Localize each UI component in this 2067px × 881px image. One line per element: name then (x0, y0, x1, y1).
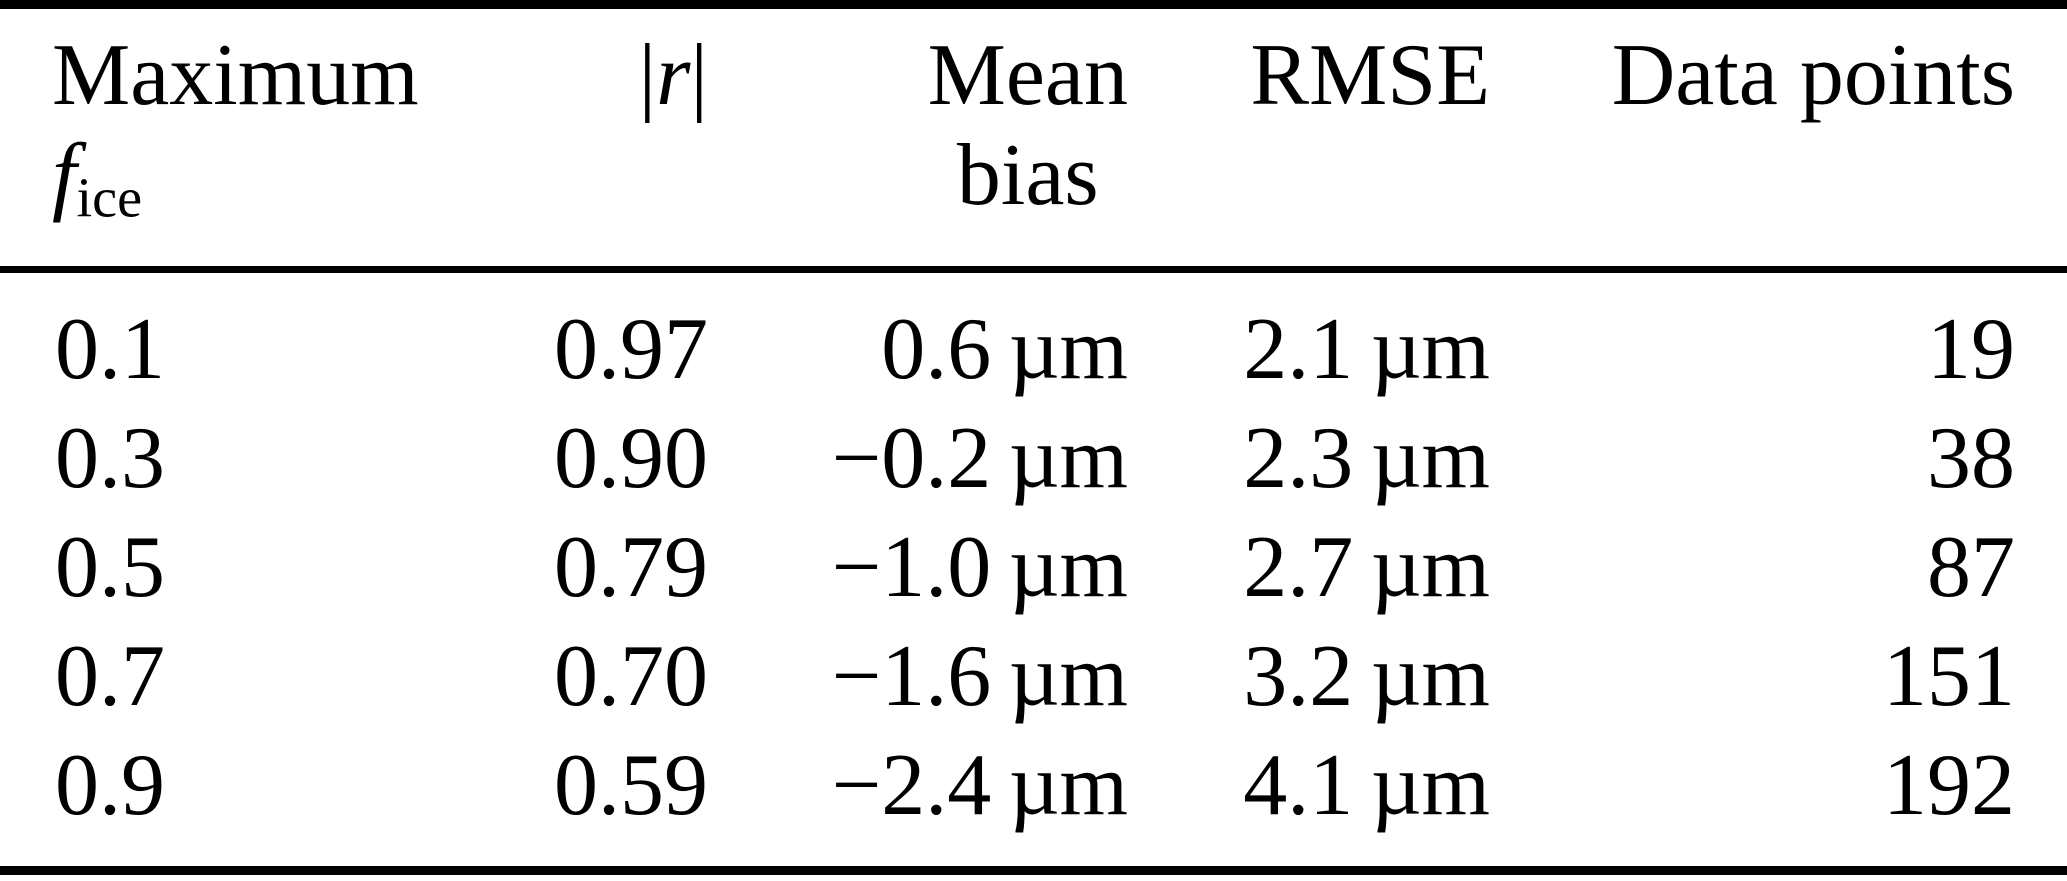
column-header-data-points: Data points (1490, 4, 2067, 273)
cell-mean-bias: 0.6 µm (881, 301, 1128, 398)
table-body: 0.1 0.97 0.6 µm 2.1 µm 19 0.3 0.90 −0.2 … (0, 270, 2067, 871)
cell-rmse: 4.1 µm (1243, 737, 1490, 834)
max-fice-label-line1: Maximum (52, 27, 419, 124)
cell-max-fice: 0.7 (55, 628, 165, 725)
cell-max-fice: 0.9 (55, 737, 165, 834)
cell-mean-bias: −1.0 µm (831, 519, 1128, 616)
cell-rmse: 2.3 µm (1243, 410, 1490, 507)
column-header-max-fice: Maximum fice (0, 4, 458, 273)
cell-abs-r: 0.59 (554, 737, 708, 834)
cell-max-fice: 0.3 (55, 410, 165, 507)
fice-subscript: ice (76, 167, 143, 230)
cell-rmse: 2.1 µm (1243, 301, 1490, 398)
mean-bias-label-line1: Mean (927, 27, 1128, 124)
cell-mean-bias: −1.6 µm (831, 628, 1128, 725)
cell-data-points: 19 (1927, 301, 2015, 398)
table-row: 0.7 0.70 −1.6 µm 3.2 µm 151 (0, 622, 2067, 731)
table-row: 0.9 0.59 −2.4 µm 4.1 µm 192 (0, 731, 2067, 871)
cell-mean-bias: −0.2 µm (831, 410, 1128, 507)
cell-abs-r: 0.97 (554, 301, 708, 398)
column-header-mean-bias: Mean bias (708, 4, 1128, 273)
header-row: Maximum fice |r| Mean bias RMSE Data poi… (0, 4, 2067, 273)
cell-data-points: 87 (1927, 519, 2015, 616)
cell-abs-r: 0.79 (554, 519, 708, 616)
table-row: 0.5 0.79 −1.0 µm 2.7 µm 87 (0, 513, 2067, 622)
mean-bias-label-line2: bias (956, 127, 1099, 224)
cell-rmse: 3.2 µm (1243, 628, 1490, 725)
r-symbol: r (656, 27, 691, 124)
cell-rmse: 2.7 µm (1243, 519, 1490, 616)
cell-data-points: 151 (1883, 628, 2015, 725)
cell-abs-r: 0.90 (554, 410, 708, 507)
fice-symbol: f (52, 127, 77, 224)
abs-close-bar: | (690, 27, 708, 124)
column-header-rmse: RMSE (1128, 4, 1490, 273)
mean-bias-label: Mean bias (928, 26, 1128, 226)
cell-max-fice: 0.5 (55, 519, 165, 616)
cell-max-fice: 0.1 (55, 301, 165, 398)
column-header-abs-r: |r| (458, 4, 708, 273)
cell-mean-bias: −2.4 µm (831, 737, 1128, 834)
cell-abs-r: 0.70 (554, 628, 708, 725)
cell-data-points: 38 (1927, 410, 2015, 507)
table-row: 0.3 0.90 −0.2 µm 2.3 µm 38 (0, 404, 2067, 513)
table-header: Maximum fice |r| Mean bias RMSE Data poi… (0, 4, 2067, 273)
cell-data-points: 192 (1883, 737, 2015, 834)
table-row: 0.1 0.97 0.6 µm 2.1 µm 19 (0, 270, 2067, 405)
abs-open-bar: | (638, 27, 657, 124)
